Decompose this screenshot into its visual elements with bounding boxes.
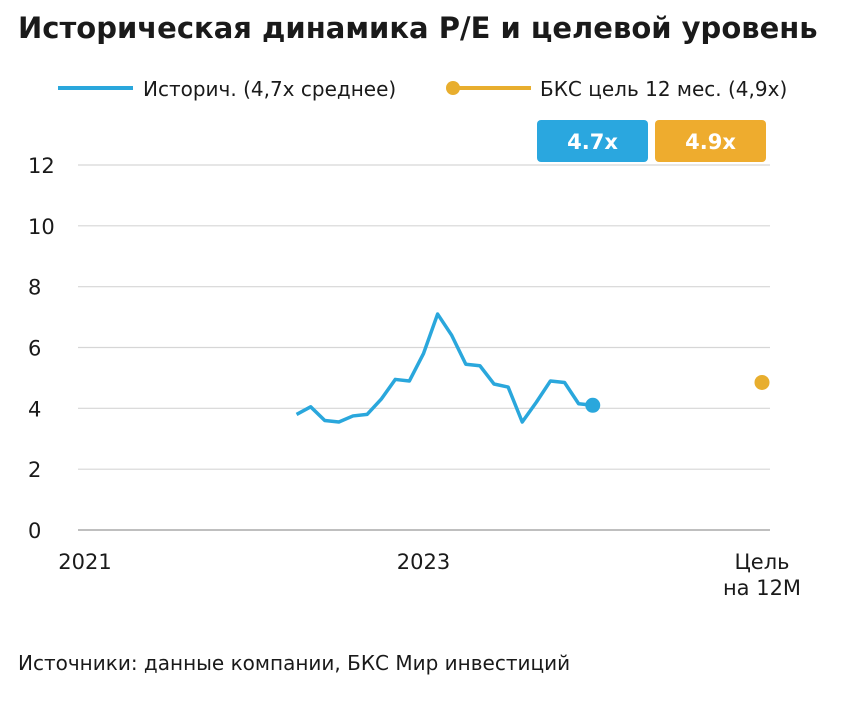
legend-swatch xyxy=(446,81,460,95)
end-marker xyxy=(585,397,601,413)
y-tick-label: 12 xyxy=(28,154,55,178)
badge-label: 4.7x xyxy=(567,130,618,154)
x-tick-label: 2021 xyxy=(58,550,111,574)
y-tick-label: 0 xyxy=(28,519,41,543)
x-tick-label: Цель на 12М xyxy=(723,550,801,600)
source-note: Источники: данные компании, БКС Мир инве… xyxy=(18,651,570,675)
end-marker xyxy=(754,374,770,390)
y-tick-label: 6 xyxy=(28,337,41,361)
legend-label: БКС цель 12 мес. (4,9x) xyxy=(540,77,787,101)
y-tick-label: 2 xyxy=(28,458,41,482)
legend-label: Историч. (4,7x среднее) xyxy=(143,77,396,101)
x-tick-label: 2023 xyxy=(397,550,450,574)
y-tick-label: 8 xyxy=(28,276,41,300)
y-tick-label: 4 xyxy=(28,397,41,421)
series-line xyxy=(295,312,593,424)
badge-label: 4.9x xyxy=(685,130,736,154)
badge xyxy=(537,120,648,162)
y-tick-label: 10 xyxy=(28,215,55,239)
chart-title: Историческая динамика P/E и целевой уров… xyxy=(18,11,818,45)
badge xyxy=(655,120,766,162)
